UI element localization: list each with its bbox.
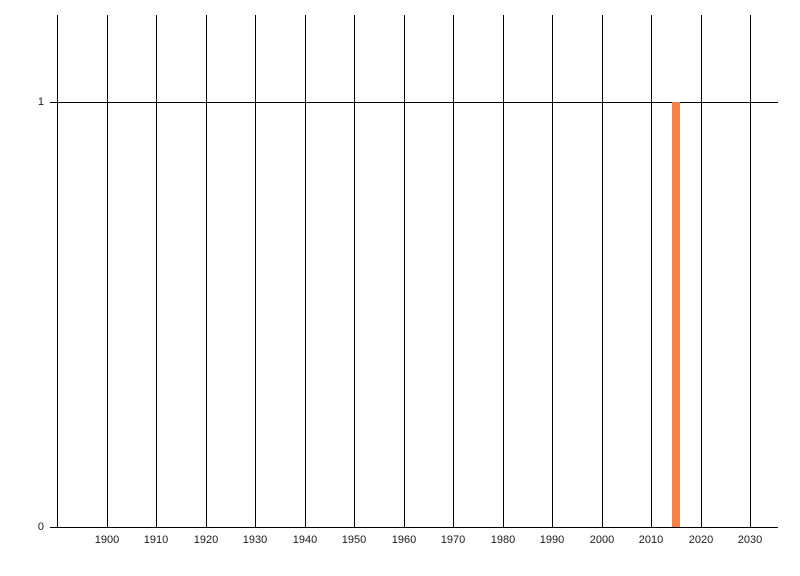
x-gridline xyxy=(57,15,58,528)
x-gridline xyxy=(750,15,751,528)
y-axis-tick-label-0: 0 xyxy=(37,521,44,533)
x-axis-tick-label: 1980 xyxy=(490,534,516,546)
x-axis-tick-label: 1920 xyxy=(193,534,219,546)
x-gridline xyxy=(404,15,405,528)
x-axis-tick-label: 2000 xyxy=(589,534,615,546)
x-gridline xyxy=(602,15,603,528)
x-gridline xyxy=(206,15,207,528)
x-gridline xyxy=(701,15,702,528)
x-axis-tick-label: 1970 xyxy=(440,534,466,546)
x-axis-tick-label: 1950 xyxy=(341,534,367,546)
x-gridline xyxy=(651,15,652,528)
x-gridline xyxy=(552,15,553,528)
x-axis-tick-label: 1960 xyxy=(391,534,417,546)
x-axis-tick-label: 2020 xyxy=(688,534,714,546)
y-axis-tick-label-1: 1 xyxy=(37,96,44,108)
bar[interactable] xyxy=(671,102,680,527)
x-axis-tick-label: 2010 xyxy=(638,534,664,546)
x-gridline xyxy=(354,15,355,528)
x-axis-line xyxy=(50,527,778,528)
x-axis-tick-label: 1990 xyxy=(539,534,565,546)
x-gridline xyxy=(453,15,454,528)
x-gridline xyxy=(107,15,108,528)
x-axis-tick-label: 1910 xyxy=(143,534,169,546)
x-gridline xyxy=(503,15,504,528)
y-gridline-value-1 xyxy=(50,102,778,103)
x-axis-tick-label: 1900 xyxy=(94,534,120,546)
x-axis-tick-label: 1940 xyxy=(292,534,318,546)
x-axis-tick-label: 2030 xyxy=(737,534,763,546)
x-axis-tick-label: 1930 xyxy=(242,534,268,546)
x-gridline xyxy=(255,15,256,528)
x-gridline xyxy=(156,15,157,528)
x-gridline xyxy=(305,15,306,528)
